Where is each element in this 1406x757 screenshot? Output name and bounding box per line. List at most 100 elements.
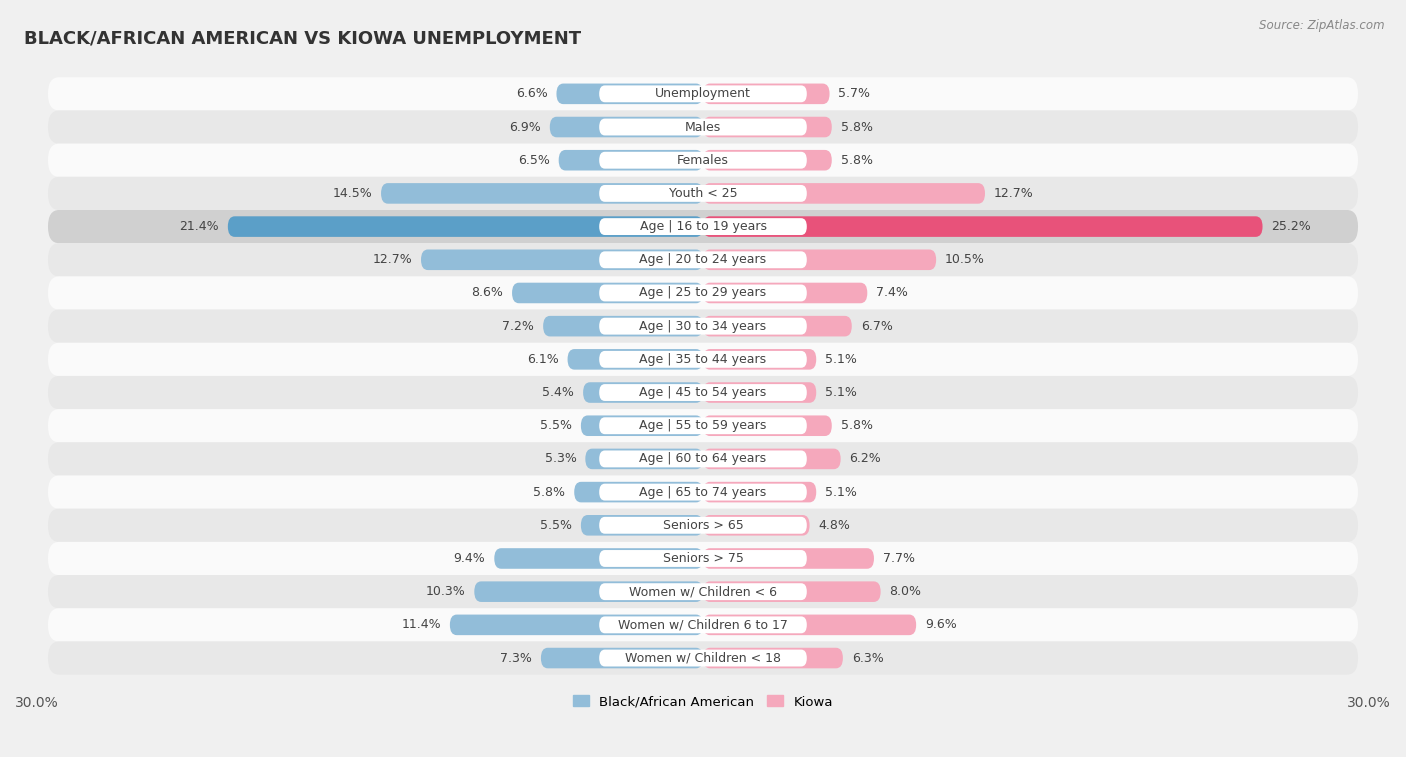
Text: Seniors > 75: Seniors > 75 [662, 552, 744, 565]
FancyBboxPatch shape [48, 509, 1358, 542]
Text: Age | 45 to 54 years: Age | 45 to 54 years [640, 386, 766, 399]
FancyBboxPatch shape [703, 416, 832, 436]
Text: Age | 55 to 59 years: Age | 55 to 59 years [640, 419, 766, 432]
FancyBboxPatch shape [703, 581, 880, 602]
FancyBboxPatch shape [585, 449, 703, 469]
Text: 5.1%: 5.1% [825, 386, 858, 399]
FancyBboxPatch shape [574, 481, 703, 503]
FancyBboxPatch shape [703, 217, 1263, 237]
FancyBboxPatch shape [558, 150, 703, 170]
Text: Youth < 25: Youth < 25 [669, 187, 737, 200]
FancyBboxPatch shape [703, 449, 841, 469]
FancyBboxPatch shape [599, 450, 807, 467]
FancyBboxPatch shape [48, 409, 1358, 442]
FancyBboxPatch shape [543, 316, 703, 336]
Text: 6.1%: 6.1% [527, 353, 558, 366]
Text: 14.5%: 14.5% [332, 187, 373, 200]
Text: 5.1%: 5.1% [825, 485, 858, 499]
Text: Age | 60 to 64 years: Age | 60 to 64 years [640, 453, 766, 466]
FancyBboxPatch shape [48, 376, 1358, 409]
Text: 6.9%: 6.9% [509, 120, 541, 133]
FancyBboxPatch shape [550, 117, 703, 137]
Text: 6.3%: 6.3% [852, 652, 883, 665]
Text: 12.7%: 12.7% [373, 254, 412, 266]
Text: 8.6%: 8.6% [471, 286, 503, 300]
FancyBboxPatch shape [703, 615, 917, 635]
Legend: Black/African American, Kiowa: Black/African American, Kiowa [568, 690, 838, 714]
Text: Females: Females [678, 154, 728, 167]
Text: 5.4%: 5.4% [543, 386, 574, 399]
FancyBboxPatch shape [703, 648, 842, 668]
FancyBboxPatch shape [703, 150, 832, 170]
FancyBboxPatch shape [703, 349, 817, 369]
FancyBboxPatch shape [420, 250, 703, 270]
Text: 9.6%: 9.6% [925, 618, 957, 631]
Text: 7.2%: 7.2% [502, 319, 534, 332]
FancyBboxPatch shape [48, 542, 1358, 575]
Text: Age | 16 to 19 years: Age | 16 to 19 years [640, 220, 766, 233]
Text: 25.2%: 25.2% [1271, 220, 1312, 233]
FancyBboxPatch shape [48, 144, 1358, 177]
Text: Age | 35 to 44 years: Age | 35 to 44 years [640, 353, 766, 366]
FancyBboxPatch shape [703, 83, 830, 104]
FancyBboxPatch shape [48, 111, 1358, 144]
FancyBboxPatch shape [599, 583, 807, 600]
FancyBboxPatch shape [599, 119, 807, 136]
FancyBboxPatch shape [48, 77, 1358, 111]
Text: BLACK/AFRICAN AMERICAN VS KIOWA UNEMPLOYMENT: BLACK/AFRICAN AMERICAN VS KIOWA UNEMPLOY… [24, 29, 581, 47]
Text: 5.5%: 5.5% [540, 419, 572, 432]
Text: 5.8%: 5.8% [841, 154, 873, 167]
Text: 10.3%: 10.3% [426, 585, 465, 598]
FancyBboxPatch shape [48, 442, 1358, 475]
FancyBboxPatch shape [48, 243, 1358, 276]
Text: Age | 65 to 74 years: Age | 65 to 74 years [640, 485, 766, 499]
Text: Age | 20 to 24 years: Age | 20 to 24 years [640, 254, 766, 266]
FancyBboxPatch shape [599, 650, 807, 666]
Text: Males: Males [685, 120, 721, 133]
Text: 6.6%: 6.6% [516, 87, 547, 101]
FancyBboxPatch shape [599, 218, 807, 235]
FancyBboxPatch shape [599, 151, 807, 169]
Text: 7.4%: 7.4% [876, 286, 908, 300]
FancyBboxPatch shape [581, 515, 703, 536]
FancyBboxPatch shape [568, 349, 703, 369]
FancyBboxPatch shape [541, 648, 703, 668]
FancyBboxPatch shape [599, 318, 807, 335]
Text: Women w/ Children 6 to 17: Women w/ Children 6 to 17 [619, 618, 787, 631]
FancyBboxPatch shape [48, 343, 1358, 376]
FancyBboxPatch shape [599, 417, 807, 435]
FancyBboxPatch shape [703, 316, 852, 336]
FancyBboxPatch shape [48, 475, 1358, 509]
FancyBboxPatch shape [599, 550, 807, 567]
Text: 9.4%: 9.4% [454, 552, 485, 565]
FancyBboxPatch shape [703, 382, 817, 403]
Text: 6.5%: 6.5% [517, 154, 550, 167]
FancyBboxPatch shape [512, 282, 703, 304]
Text: 8.0%: 8.0% [890, 585, 921, 598]
FancyBboxPatch shape [703, 515, 810, 536]
FancyBboxPatch shape [703, 117, 832, 137]
Text: 12.7%: 12.7% [994, 187, 1033, 200]
FancyBboxPatch shape [48, 609, 1358, 641]
Text: Age | 25 to 29 years: Age | 25 to 29 years [640, 286, 766, 300]
Text: 5.5%: 5.5% [540, 519, 572, 531]
FancyBboxPatch shape [495, 548, 703, 569]
FancyBboxPatch shape [48, 310, 1358, 343]
Text: 7.3%: 7.3% [501, 652, 531, 665]
FancyBboxPatch shape [599, 517, 807, 534]
FancyBboxPatch shape [703, 183, 986, 204]
Text: 5.8%: 5.8% [533, 485, 565, 499]
FancyBboxPatch shape [599, 185, 807, 202]
FancyBboxPatch shape [599, 251, 807, 268]
FancyBboxPatch shape [599, 484, 807, 500]
Text: 5.3%: 5.3% [544, 453, 576, 466]
FancyBboxPatch shape [48, 177, 1358, 210]
FancyBboxPatch shape [703, 481, 817, 503]
FancyBboxPatch shape [228, 217, 703, 237]
FancyBboxPatch shape [599, 384, 807, 401]
FancyBboxPatch shape [557, 83, 703, 104]
Text: 4.8%: 4.8% [818, 519, 851, 531]
Text: Women w/ Children < 18: Women w/ Children < 18 [626, 652, 780, 665]
FancyBboxPatch shape [48, 210, 1358, 243]
FancyBboxPatch shape [703, 282, 868, 304]
